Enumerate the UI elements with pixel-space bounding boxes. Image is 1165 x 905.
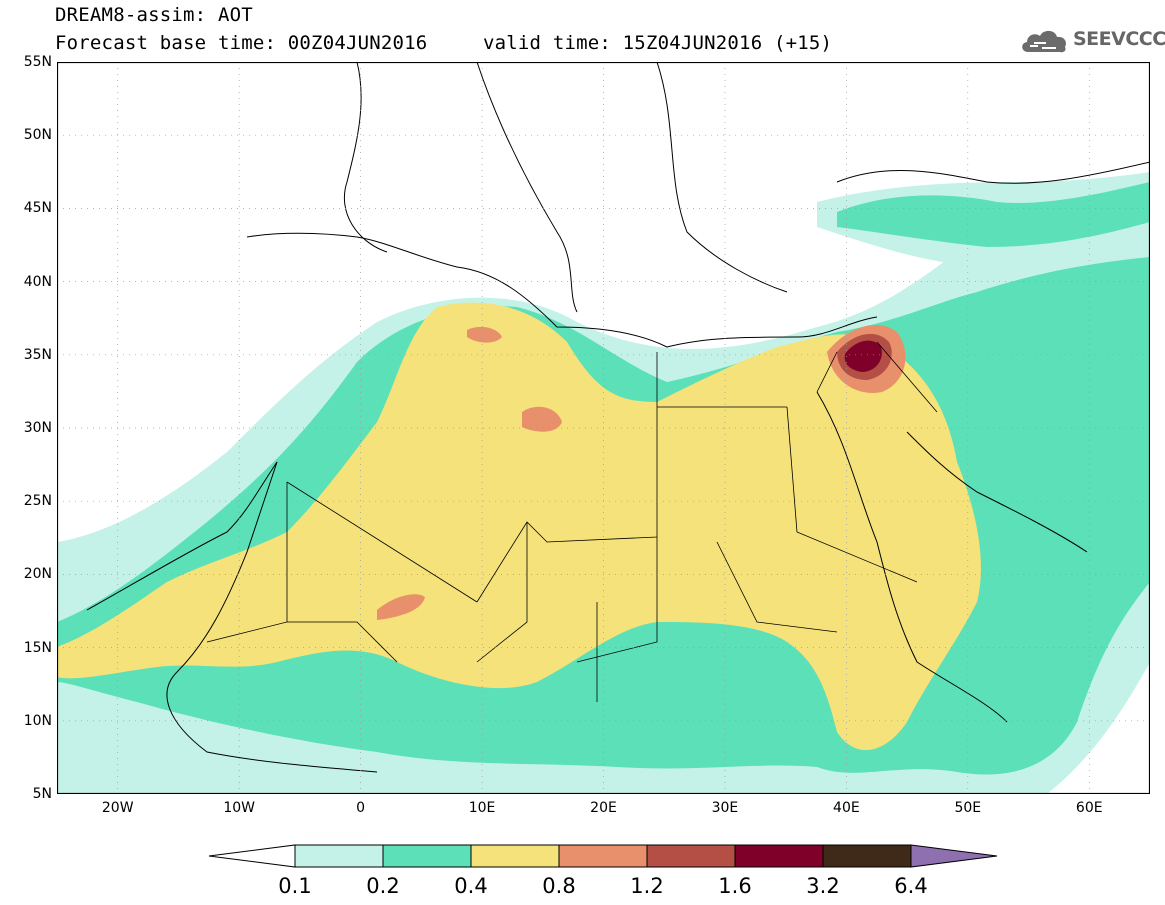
forecast-base-time: Forecast base time: 00Z04JUN2016	[55, 32, 428, 54]
colorbar-segment	[822, 844, 912, 868]
colorbar-segment	[294, 844, 384, 868]
colorbar-high-triangle	[910, 844, 998, 868]
colorbar-segment	[470, 844, 560, 868]
country-borders	[206, 341, 938, 702]
lon-label: 10E	[468, 800, 496, 816]
colorbar-label: 0.8	[542, 874, 576, 898]
valid-time: valid time: 15Z04JUN2016 (+15)	[483, 32, 833, 54]
base-time-line: Forecast base time: 00Z04JUN2016 valid ti…	[55, 32, 832, 54]
lat-label: 30N	[23, 420, 52, 436]
colorbar-label: 1.6	[718, 874, 752, 898]
colorbar-label: 0.1	[278, 874, 312, 898]
colorbar	[208, 844, 998, 868]
colorbar-label: 3.2	[806, 874, 840, 898]
lon-label: 20E	[590, 800, 617, 816]
aot-contour-0.8-patch-tunisia	[467, 326, 502, 343]
aot-contour-0.2-caspian	[837, 182, 1150, 247]
lat-label: 15N	[23, 639, 52, 656]
aot-contour-1.6	[844, 340, 882, 372]
lon-label: 40E	[833, 800, 860, 816]
seevccc-logo: SEEVCCC	[1018, 24, 1165, 56]
lon-label: 10W	[223, 800, 255, 816]
colorbar-segment	[382, 844, 472, 868]
lon-label: 50E	[954, 800, 982, 816]
lat-label: 45N	[23, 200, 52, 217]
aot-map	[57, 62, 1150, 794]
aot-contour-0.8-patch-niger	[377, 594, 425, 620]
lon-label: 20W	[101, 800, 134, 816]
colorbar-segment	[646, 844, 736, 868]
lat-label: 35N	[23, 346, 52, 363]
colorbar-label: 6.4	[894, 874, 928, 898]
colorbar-segment	[558, 844, 648, 868]
map-title: DREAM8-assim: AOT	[55, 4, 253, 26]
aot-contour-0.4	[57, 302, 981, 751]
map-frame	[57, 62, 1150, 794]
coastlines	[86, 62, 1150, 773]
colorbar-label: 0.2	[366, 874, 400, 898]
lon-label: 30E	[711, 800, 739, 816]
colorbar-segment	[734, 844, 824, 868]
lat-label: 40N	[23, 273, 52, 290]
lon-label: 60E	[1075, 800, 1103, 816]
lat-label: 50N	[23, 127, 52, 144]
cloud-logo-icon	[1022, 30, 1067, 53]
aot-contour-0.8-patch-libya	[522, 406, 562, 432]
colorbar-label: 1.2	[630, 874, 664, 898]
lat-label: 5N	[32, 786, 52, 802]
graticule	[57, 62, 1150, 794]
logo-text: SEEVCCC	[1073, 28, 1165, 50]
lat-label: 20N	[23, 566, 52, 583]
colorbar-low-triangle	[208, 844, 296, 868]
lon-label: 0	[356, 800, 366, 816]
colorbar-label: 0.4	[454, 874, 488, 898]
lat-label: 55N	[23, 54, 52, 70]
lat-label: 10N	[23, 712, 52, 729]
lat-label: 25N	[23, 493, 52, 510]
